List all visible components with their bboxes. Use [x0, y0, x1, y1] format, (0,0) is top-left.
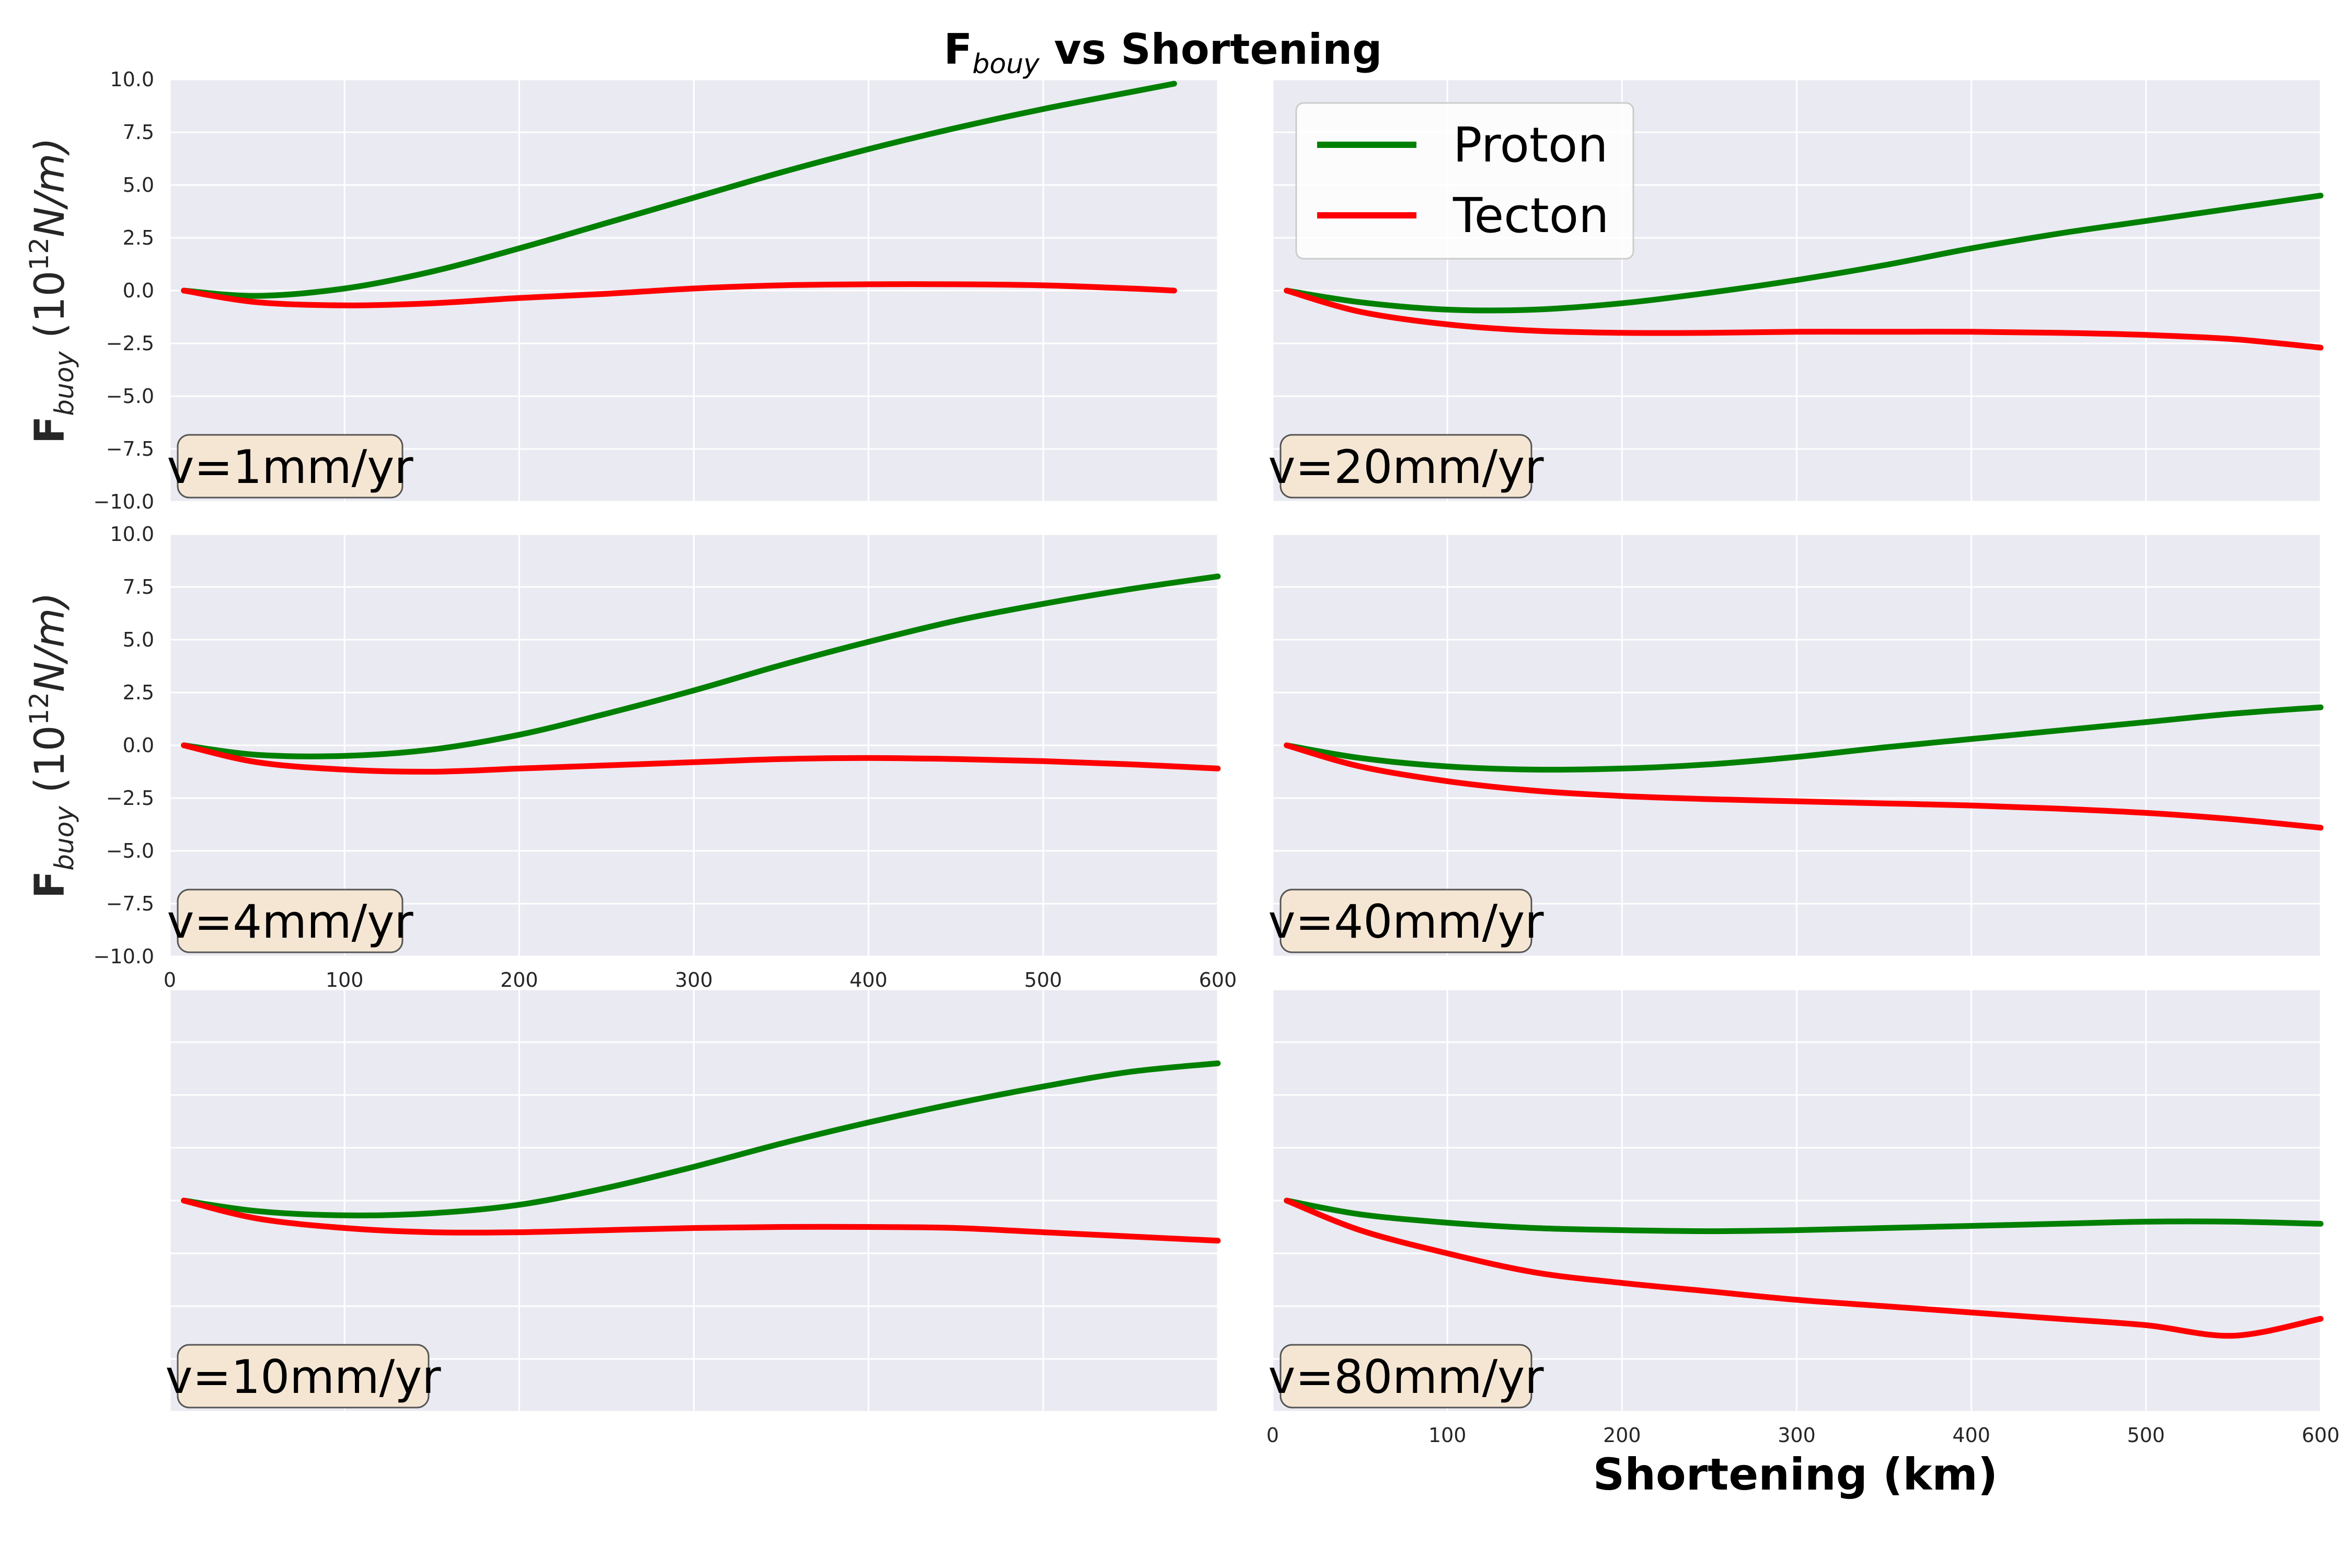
y-axis-label-part: buoy: [49, 805, 79, 871]
x-axis-label: Shortening (km): [1593, 1449, 1998, 1500]
y-axis-label-part: N/m): [27, 137, 74, 237]
y-tick-label: 7.5: [123, 121, 154, 144]
y-tick-label: −10.0: [94, 945, 154, 968]
x-tick-label: 300: [675, 969, 713, 991]
y-tick-label: 5.0: [123, 628, 154, 651]
y-tick-label: 0.0: [123, 279, 154, 302]
series-line-tecton: [1284, 742, 2324, 831]
panel-label: v=80mm/yr: [1268, 1350, 1544, 1404]
panel-label-box: [177, 434, 403, 499]
y-axis-label-part: 12: [24, 237, 54, 271]
series-line-tecton: [181, 742, 1221, 775]
y-tick-label: −5.0: [106, 839, 154, 862]
panels: −10.0 −7.5 −5.0 −2.5 0.0 2.5 5.0 7.5 10.0 v=1mm/y…: [94, 68, 2340, 1447]
legend: Proton Tecton: [1295, 102, 1634, 260]
y-axis-label-part: N/m): [27, 592, 74, 692]
y-tick-label: −2.5: [106, 787, 154, 810]
x-tick-label: 0: [164, 969, 176, 991]
panel: −10.0 −7.5 −5.0 −2.5 0.0 2.5 5.0 7.5 10.0 v=1mm/y…: [94, 68, 1219, 513]
figure-title: Fbouy vs Shortening: [944, 25, 1382, 80]
x-tick-label: 500: [2127, 1424, 2165, 1447]
y-axis-label-part: F: [27, 871, 74, 898]
y-axis-label: Fbuoy (1012N/m): [24, 592, 79, 898]
y-tick-label: 5.0: [123, 174, 154, 197]
x-tick-label: 300: [1778, 1424, 1816, 1447]
y-tick-label: 2.5: [123, 226, 154, 249]
panel-label-box: [1279, 1344, 1532, 1409]
series-line-tecton: [1284, 1197, 2324, 1339]
y-tick-label: −10.0: [94, 490, 154, 513]
series-line-proton: [1284, 1197, 2324, 1235]
series-line-tecton: [1284, 287, 2324, 351]
series-line-proton: [1284, 192, 2324, 314]
x-tick-label: 0: [1266, 1424, 1279, 1447]
y-tick-label: −7.5: [106, 892, 154, 915]
y-axis-label-part: F: [27, 416, 74, 444]
y-axis-label-part: (10: [27, 725, 74, 806]
y-axis-label: Fbuoy (1012N/m): [24, 137, 79, 444]
panel-label-box: [1279, 434, 1532, 499]
y-tick-label: −2.5: [106, 332, 154, 355]
y-tick-label: −7.5: [106, 437, 154, 460]
y-tick-label: 0.0: [123, 734, 154, 757]
y-axis-label-part: 12: [24, 692, 54, 725]
x-tick-label: 100: [326, 969, 364, 991]
panel: v=10mm/yr: [165, 988, 1221, 1413]
legend-label-proton: Proton: [1453, 117, 1608, 173]
y-tick-label: 2.5: [123, 681, 154, 704]
panel-label: v=4mm/yr: [167, 895, 413, 949]
y-axis-label-part: buoy: [49, 351, 79, 416]
series-line-tecton: [181, 281, 1177, 308]
panel-label: v=40mm/yr: [1268, 895, 1544, 949]
title-rest: vs Shortening: [1040, 25, 1382, 74]
panel-label-box: [1279, 889, 1532, 953]
panel-label-box: [177, 889, 403, 953]
x-tick-label: 600: [2302, 1424, 2340, 1447]
x-tick-label: 100: [1428, 1424, 1467, 1447]
series-line-proton: [181, 573, 1221, 759]
series-line-proton: [181, 80, 1177, 299]
y-tick-label: 10.0: [110, 68, 154, 91]
legend-label-tecton: Tecton: [1452, 188, 1609, 244]
x-tick-label: 500: [1024, 969, 1063, 991]
x-tick-label: 600: [1199, 969, 1237, 991]
y-tick-label: −5.0: [106, 385, 154, 408]
panel-label-box: [177, 1344, 430, 1409]
panel: −10.0 −7.5 −5.0 −2.5 0.0 2.5 5.0 7.5 10.0 0 100 200…: [94, 523, 1237, 991]
x-tick-label: 400: [1952, 1424, 1990, 1447]
title-sub: bouy: [972, 49, 1040, 80]
panel: v=40mm/yr: [1268, 533, 2324, 958]
x-tick-label: 200: [1603, 1424, 1641, 1447]
title-main: F: [944, 25, 973, 74]
panel-label: v=10mm/yr: [165, 1350, 441, 1404]
panel: 0 100 200 300 400 500 600 v=80mm/yr: [1266, 988, 2340, 1447]
y-axis-label-part: (10: [27, 271, 74, 351]
x-tick-label: 400: [849, 969, 887, 991]
series-line-proton: [1284, 704, 2324, 773]
panel-label: v=20mm/yr: [1268, 440, 1544, 494]
series-line-tecton: [181, 1197, 1221, 1244]
series-line-proton: [181, 1060, 1221, 1218]
y-tick-label: 10.0: [110, 523, 154, 546]
panel-label: v=1mm/yr: [167, 440, 413, 494]
x-tick-label: 200: [500, 969, 538, 991]
y-axis-labels: Fbuoy (1012N/m)Fbuoy (1012N/m): [24, 137, 79, 898]
y-tick-label: 7.5: [123, 575, 154, 598]
